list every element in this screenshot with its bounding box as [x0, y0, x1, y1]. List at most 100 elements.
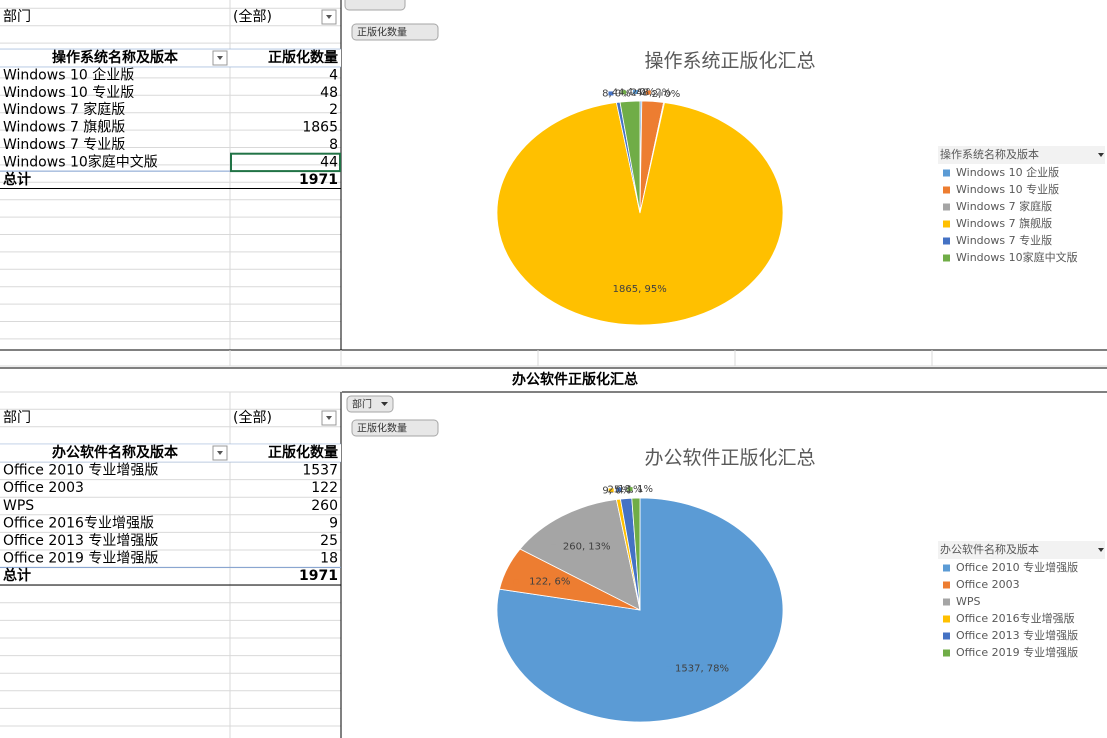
dropdown-arrow	[217, 451, 223, 455]
row-value: 2	[329, 102, 338, 118]
row-label: Office 2016专业增强版	[3, 515, 154, 531]
data-label: 44, 2%	[612, 87, 647, 98]
label-key	[550, 544, 556, 549]
total-value: 1971	[299, 172, 338, 188]
dropdown-arrow	[381, 402, 388, 406]
header-cell: 正版化数量	[268, 444, 338, 461]
legend-label: Office 2013 专业增强版	[956, 628, 1078, 642]
selected-cell	[230, 152, 341, 173]
label-key	[666, 666, 672, 671]
data-label: 2, 0%	[652, 89, 681, 100]
label-key	[632, 90, 638, 95]
label-key	[627, 487, 633, 492]
pie-slice	[631, 497, 641, 611]
filter-label: 部门	[3, 410, 31, 426]
row-label: Windows 10家庭中文版	[3, 153, 158, 170]
row-value: 8	[329, 137, 338, 153]
label-key	[603, 287, 609, 292]
legend-label: Windows 7 旗舰版	[956, 216, 1052, 230]
row-label: Office 2010 专业增强版	[3, 463, 158, 479]
legend-swatch	[943, 632, 950, 640]
legend-swatch	[943, 203, 950, 211]
data-label: 1537, 78%	[675, 664, 729, 675]
row-value: 260	[311, 498, 338, 514]
label-key	[608, 91, 614, 96]
legend-swatch	[943, 254, 950, 262]
row-value: 1865	[302, 120, 338, 136]
dropdown-arrow	[326, 15, 332, 19]
label-key	[513, 579, 519, 584]
total-label: 总计	[3, 171, 31, 188]
legend-title: 办公软件名称及版本	[940, 542, 1039, 556]
field-button	[351, 23, 439, 41]
label-key	[657, 91, 663, 96]
dropdown-arrow	[1098, 548, 1104, 552]
legend-swatch	[943, 186, 950, 194]
filter-label: 部门	[3, 9, 31, 25]
data-label: 25, 1%	[608, 485, 643, 496]
header-cell: 办公软件名称及版本	[52, 444, 179, 461]
legend-title-box	[938, 146, 1105, 164]
row-label: Office 2013 专业增强版	[3, 533, 158, 549]
row-label: Windows 10 专业版	[3, 85, 134, 101]
label-key	[608, 488, 614, 493]
row-value: 25	[320, 533, 338, 549]
header-row	[0, 444, 341, 462]
legend-label: WPS	[956, 595, 981, 608]
data-label: 8, 0%	[602, 88, 631, 99]
dropdown-arrow	[217, 56, 223, 60]
legend-label: Windows 10 企业版	[956, 165, 1059, 179]
legend-swatch	[943, 169, 950, 177]
total-value: 1971	[299, 568, 338, 584]
row-label: Windows 10 企业版	[3, 66, 134, 83]
pie-slice	[619, 100, 641, 214]
header-row	[0, 49, 341, 67]
legend-label: Windows 7 专业版	[956, 233, 1052, 247]
row-label: WPS	[3, 498, 34, 514]
section-title: 办公软件正版化汇总	[512, 371, 638, 388]
data-label: 9, 0%	[602, 485, 631, 496]
legend-label: Windows 10 专业版	[956, 182, 1059, 196]
legend-title-box	[938, 541, 1105, 559]
label-key	[621, 90, 627, 95]
legend-swatch	[943, 598, 950, 606]
legend-label: Office 2003	[956, 578, 1020, 591]
row-value: 18	[320, 551, 338, 567]
chart-title: 办公软件正版化汇总	[644, 447, 815, 469]
row-value: 44	[320, 154, 338, 170]
row-label: Office 2019 专业增强版	[3, 551, 158, 567]
legend-swatch	[943, 220, 950, 228]
row-value: 9	[329, 515, 338, 531]
field-button	[351, 419, 439, 437]
legend-swatch	[943, 581, 950, 589]
total-label: 总计	[3, 567, 31, 584]
data-label: 122, 6%	[529, 577, 570, 588]
dropdown-arrow	[326, 416, 332, 420]
row-label: Office 2003	[3, 480, 84, 496]
label-key	[617, 487, 623, 492]
field-button-label: 正版化数量	[357, 26, 407, 39]
dropdown-arrow	[1098, 153, 1104, 157]
legend-label: Office 2010 专业增强版	[956, 560, 1078, 574]
row-label: Windows 7 旗舰版	[3, 120, 125, 136]
field-button	[346, 395, 394, 413]
legend-label: Office 2016专业增强版	[956, 611, 1075, 625]
legend-swatch	[943, 649, 950, 657]
legend-swatch	[943, 615, 950, 623]
row-value: 1537	[302, 463, 338, 479]
data-label: 260, 13%	[563, 541, 611, 552]
pie-slice	[496, 102, 784, 326]
data-label: 18, 1%	[618, 484, 653, 495]
filter-value: (全部)	[233, 8, 272, 25]
header-cell: 操作系统名称及版本	[52, 49, 179, 66]
field-button	[344, 0, 406, 11]
row-label: Windows 7 专业版	[3, 137, 125, 153]
legend-swatch	[943, 564, 950, 572]
label-key	[645, 90, 651, 95]
data-label: 4, 0%	[627, 87, 656, 98]
field-button-label: 正版化数量	[357, 422, 407, 435]
row-value: 122	[311, 480, 338, 496]
legend-label: Office 2019 专业增强版	[956, 645, 1078, 659]
filter-value: (全部)	[233, 409, 272, 426]
